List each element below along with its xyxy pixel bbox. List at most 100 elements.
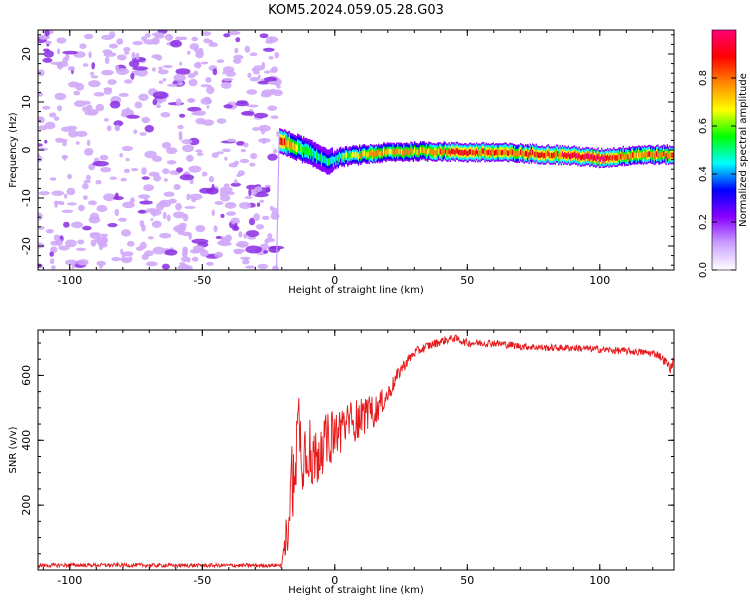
- signal-cell: [334, 156, 336, 163]
- y-tick-label: 0: [20, 147, 33, 154]
- noise-blob: [245, 245, 262, 254]
- signal-cell: [359, 150, 361, 157]
- noise-blob: [82, 63, 89, 67]
- noise-blob: [267, 80, 279, 85]
- noise-blob: [83, 179, 91, 184]
- signal-cell: [450, 148, 453, 154]
- signal-cell: [598, 156, 601, 162]
- noise-blob: [116, 54, 127, 61]
- signal-cell: [529, 149, 531, 156]
- signal-cell: [373, 150, 375, 157]
- signal-cell: [554, 153, 556, 159]
- signal-cell: [366, 152, 368, 158]
- signal-cell: [641, 152, 644, 158]
- noise-blob: [139, 132, 147, 136]
- noise-blob: [49, 258, 55, 265]
- signal-cell: [669, 151, 671, 158]
- signal-cell: [384, 149, 386, 155]
- signal-cell: [597, 153, 599, 160]
- noise-blob: [250, 189, 257, 196]
- signal-cell: [340, 153, 342, 159]
- signal-cell: [534, 151, 536, 158]
- noise-blob: [191, 256, 199, 262]
- signal-cell: [388, 149, 391, 155]
- noise-blob: [273, 148, 278, 154]
- noise-blob: [88, 163, 96, 171]
- noise-blob: [151, 67, 156, 72]
- signal-cell: [585, 153, 587, 159]
- noise-blob: [116, 68, 130, 75]
- spectrogram-plot-area: [38, 30, 674, 270]
- noise-blob: [192, 245, 205, 252]
- noise-blob: [211, 152, 219, 158]
- signal-cell: [654, 152, 657, 159]
- signal-cell: [397, 148, 399, 155]
- noise-blob: [199, 187, 213, 194]
- noise-blob: [271, 66, 278, 73]
- noise-blob: [45, 40, 52, 45]
- noise-blob: [139, 220, 145, 227]
- signal-cell: [332, 159, 335, 165]
- signal-cell: [314, 151, 317, 159]
- noise-blob: [226, 211, 236, 216]
- signal-cell: [626, 154, 628, 160]
- signal-cell: [324, 156, 326, 164]
- signal-cell: [392, 149, 394, 155]
- signal-cell: [656, 151, 658, 157]
- signal-cell: [546, 151, 548, 157]
- noise-blob: [54, 92, 67, 101]
- noise-blob: [254, 186, 263, 192]
- signal-cell: [559, 151, 561, 157]
- noise-blob: [49, 112, 57, 118]
- noise-blob: [38, 212, 43, 221]
- noise-blob: [101, 69, 114, 76]
- noise-blob: [222, 148, 231, 153]
- noise-blob: [109, 31, 116, 39]
- signal-cell: [467, 150, 469, 157]
- signal-cell: [280, 137, 282, 145]
- noise-blob: [65, 259, 78, 266]
- signal-cell: [608, 156, 610, 162]
- signal-cell: [478, 149, 480, 156]
- signal-cell: [360, 153, 362, 159]
- signal-cell: [363, 150, 366, 156]
- noise-blob: [166, 214, 171, 222]
- noise-blob: [261, 61, 266, 70]
- noise-blob: [267, 105, 278, 111]
- signal-cell: [604, 155, 607, 161]
- noise-blob: [103, 193, 116, 202]
- noise-blob: [133, 129, 138, 135]
- signal-cell: [434, 149, 436, 156]
- noise-blob: [75, 83, 85, 91]
- signal-cell: [380, 150, 382, 156]
- signal-cell: [483, 148, 485, 154]
- signal-cell: [355, 151, 357, 158]
- noise-blob: [42, 105, 51, 110]
- signal-cell: [326, 158, 329, 166]
- snr-x-axis-label: Height of straight line (km): [288, 585, 424, 596]
- noise-blob: [163, 191, 175, 197]
- signal-cell: [517, 150, 520, 157]
- noise-blob: [62, 141, 67, 147]
- noise-blob: [201, 171, 208, 177]
- noise-blob: [240, 148, 246, 153]
- noise-blob: [216, 59, 225, 63]
- signal-cell: [399, 148, 401, 155]
- noise-blob: [230, 217, 240, 225]
- signal-cell: [520, 149, 522, 155]
- signal-cell: [572, 152, 574, 158]
- signal-cell: [345, 152, 348, 158]
- signal-cell: [447, 150, 449, 156]
- signal-cell: [537, 152, 540, 159]
- signal-cell: [499, 149, 502, 155]
- noise-blob: [38, 92, 44, 97]
- noise-blob: [248, 188, 252, 197]
- signal-cell: [514, 150, 516, 157]
- noise-blob: [177, 227, 185, 236]
- noise-blob: [158, 80, 164, 84]
- signal-cell: [527, 150, 529, 156]
- noise-blob: [99, 154, 109, 161]
- noise-blob: [88, 200, 97, 206]
- noise-blob: [173, 184, 181, 190]
- signal-cell: [495, 149, 497, 156]
